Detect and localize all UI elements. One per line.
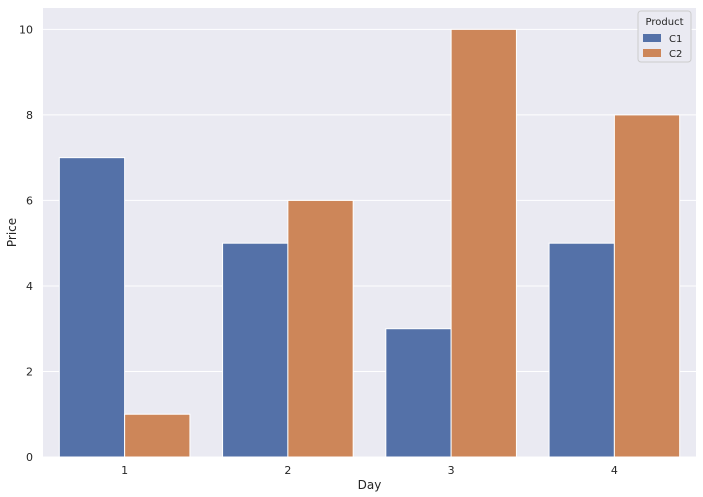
bar-c1-day-2 bbox=[222, 242, 289, 458]
bar-c2-day-2 bbox=[287, 199, 354, 458]
x-axis-label: Day bbox=[358, 478, 382, 492]
legend-title: Product bbox=[646, 17, 684, 28]
legend-label-c2: C2 bbox=[669, 49, 682, 60]
y-tick-labels: 0 2 4 6 8 10 bbox=[19, 23, 33, 464]
y-tick-label: 8 bbox=[26, 109, 33, 122]
legend-label-c1: C1 bbox=[669, 34, 682, 45]
bar-c2-day-4 bbox=[613, 114, 681, 458]
bar-c1-day-3 bbox=[385, 328, 452, 458]
x-tick-labels: 1 2 3 4 bbox=[121, 464, 618, 477]
x-tick-label: 3 bbox=[448, 464, 455, 477]
x-tick-label: 2 bbox=[284, 464, 291, 477]
x-tick-label: 1 bbox=[121, 464, 128, 477]
y-tick-label: 4 bbox=[26, 280, 33, 293]
legend: Product C1 C2 bbox=[637, 10, 692, 63]
y-tick-label: 2 bbox=[26, 365, 33, 378]
legend-swatch-c1 bbox=[643, 34, 661, 42]
bar-c1-day-4 bbox=[548, 242, 615, 458]
y-tick-label: 10 bbox=[19, 23, 33, 36]
y-axis-label: Price bbox=[5, 218, 19, 247]
y-tick-label: 0 bbox=[26, 451, 33, 464]
bar-c2-day-1 bbox=[124, 413, 191, 458]
x-tick-label: 4 bbox=[611, 464, 618, 477]
bar-c2-day-3 bbox=[450, 28, 517, 458]
y-tick-label: 6 bbox=[26, 194, 33, 207]
legend-swatch-c2 bbox=[643, 49, 661, 57]
bar-c1-day-1 bbox=[58, 157, 126, 458]
bars bbox=[58, 28, 681, 458]
